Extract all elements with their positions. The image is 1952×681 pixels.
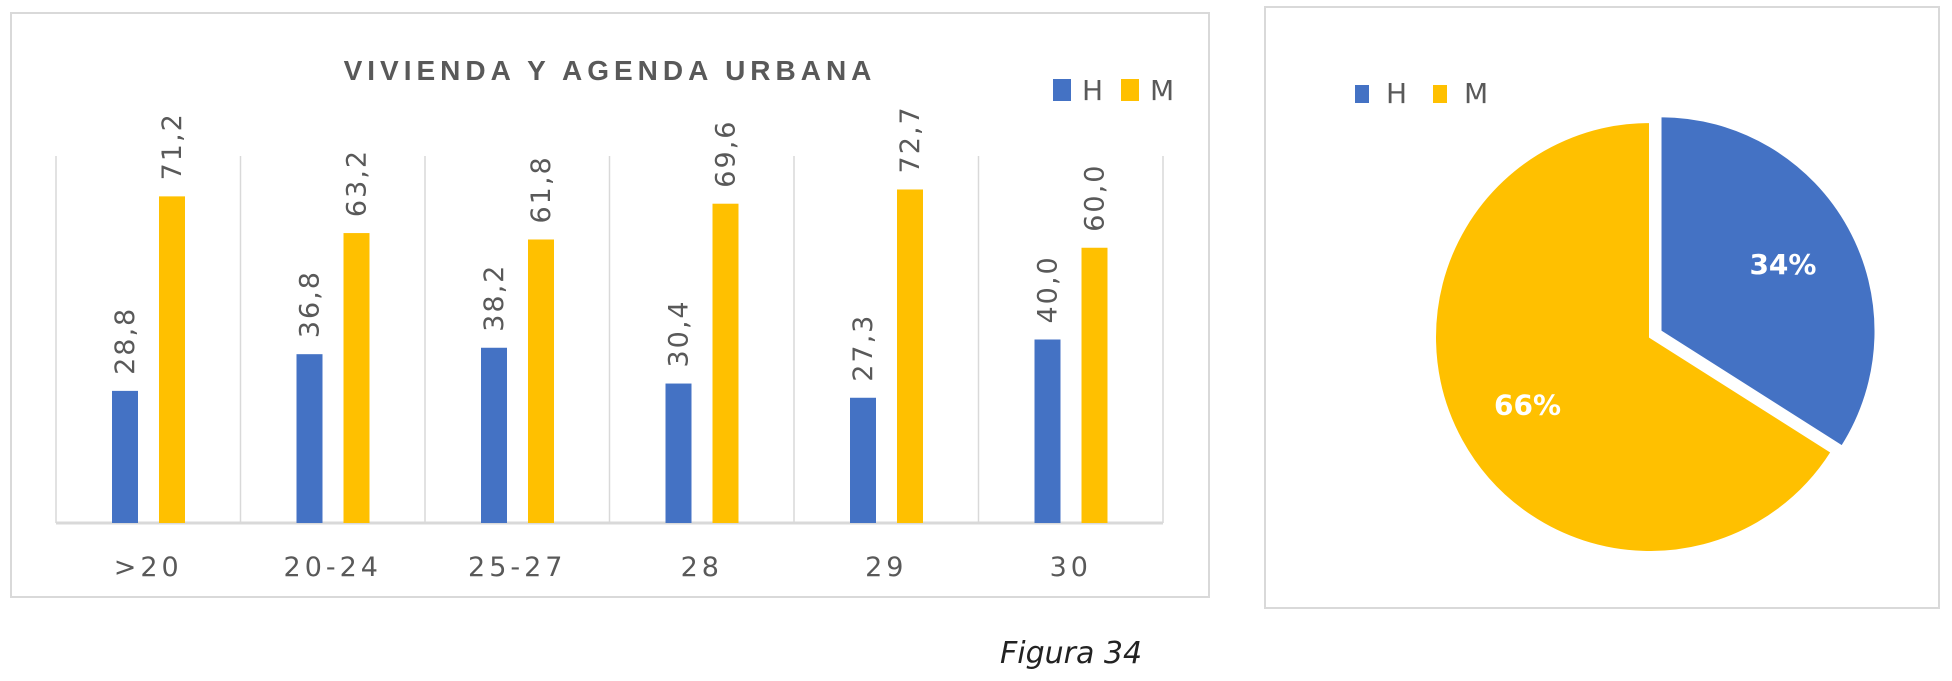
data-label: 38,2: [479, 264, 510, 332]
pie-legend-label-H: H: [1386, 77, 1407, 110]
bar-M-28: [712, 203, 739, 523]
bar-M-29: [897, 189, 923, 523]
data-label: 60,0: [1080, 164, 1111, 232]
bar-H-25-27: [481, 347, 507, 523]
data-label: 28,8: [110, 307, 141, 375]
x-tick-label: >20: [114, 552, 183, 583]
data-label: 36,8: [295, 270, 326, 338]
bar-M-30: [1081, 247, 1108, 523]
bar-H-30: [1034, 339, 1061, 523]
legend-label-H: H: [1082, 74, 1103, 107]
chart-title: VIVIENDA Y AGENDA URBANA: [344, 55, 877, 86]
data-label: 71,2: [157, 112, 188, 180]
pie-legend-swatch-H: [1355, 85, 1369, 103]
x-tick-label: 29: [865, 552, 907, 583]
legend-label-M: M: [1150, 74, 1174, 107]
pie-legend-swatch-M: [1433, 85, 1447, 103]
data-label: 72,7: [895, 105, 926, 173]
pie-label-H: 34%: [1749, 248, 1816, 281]
pie-legend-label-M: M: [1464, 77, 1488, 110]
data-label: 61,8: [526, 155, 557, 223]
pie-slice-H: [1659, 115, 1877, 448]
bar-M->20: [159, 196, 185, 523]
bar-H-29: [850, 397, 876, 523]
legend-swatch-M: [1121, 79, 1139, 101]
data-label: 69,6: [711, 120, 742, 188]
x-tick-label: 25-27: [468, 552, 566, 583]
bar-M-20-24: [343, 233, 370, 523]
pie-label-M: 66%: [1494, 388, 1561, 421]
data-label: 30,4: [664, 299, 695, 367]
bar-H-28: [665, 383, 692, 523]
data-label: 63,2: [342, 149, 373, 217]
legend-swatch-H: [1053, 79, 1071, 101]
data-label: 40,0: [1033, 255, 1064, 323]
bar-H->20: [112, 390, 138, 523]
figure-caption: Figura 34: [1000, 636, 1143, 671]
x-tick-label: 28: [681, 552, 723, 583]
pie-slice-M: [1434, 120, 1833, 553]
x-tick-label: 20-24: [284, 552, 382, 583]
x-tick-label: 30: [1050, 552, 1092, 583]
data-label: 27,3: [848, 314, 879, 382]
bar-M-25-27: [528, 239, 554, 523]
bar-H-20-24: [296, 354, 323, 523]
